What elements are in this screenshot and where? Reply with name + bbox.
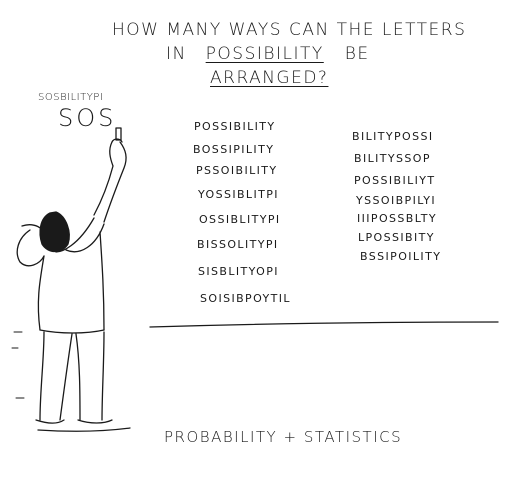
- list-item: BISSOLITYPI: [197, 238, 279, 251]
- list-item: YSSOIBPILYI: [356, 194, 437, 207]
- list-item: BILITYPOSSI: [352, 130, 434, 143]
- raised-arm: [93, 141, 114, 216]
- title-line-3: ARRANGED?: [210, 68, 329, 88]
- left-leg: [39, 331, 45, 421]
- board-scribble-large: SOS: [58, 104, 117, 132]
- title-line-1: HOW MANY WAYS CAN THE LETTERS: [112, 20, 467, 40]
- torso: [55, 217, 95, 253]
- floor-line: [149, 321, 499, 328]
- board-scribble-small: SOSBILITYPI: [38, 92, 104, 103]
- list-item: BILITYSSOP: [354, 152, 431, 165]
- list-item: IIIPOSSBLTY: [357, 212, 437, 225]
- caption: PROBABILITY + STATISTICS: [164, 428, 403, 446]
- chalk-icon: [115, 127, 122, 141]
- right-leg: [75, 333, 81, 421]
- title-word: POSSIBILITY: [205, 44, 324, 64]
- title-line-2: IN POSSIBILITY BE: [166, 44, 370, 64]
- title-prefix: IN: [166, 44, 187, 64]
- list-item: SISBLITYOPI: [198, 265, 279, 278]
- list-item: OSSIBLITYPI: [199, 213, 281, 226]
- title-suffix: BE: [344, 44, 370, 64]
- list-item: LPOSSIBITY: [358, 231, 435, 244]
- list-item: BOSSIPILITY: [193, 143, 275, 156]
- list-item: BSSIPOILITY: [360, 250, 442, 263]
- list-item: YOSSIBLITPI: [198, 188, 279, 201]
- head: [39, 211, 70, 253]
- list-item: SOISIBPOYTIL: [200, 292, 291, 305]
- list-item: POSSIBILIYT: [354, 174, 436, 187]
- list-item: POSSIBILITY: [194, 120, 276, 133]
- list-item: PSSOIBILITY: [196, 164, 278, 177]
